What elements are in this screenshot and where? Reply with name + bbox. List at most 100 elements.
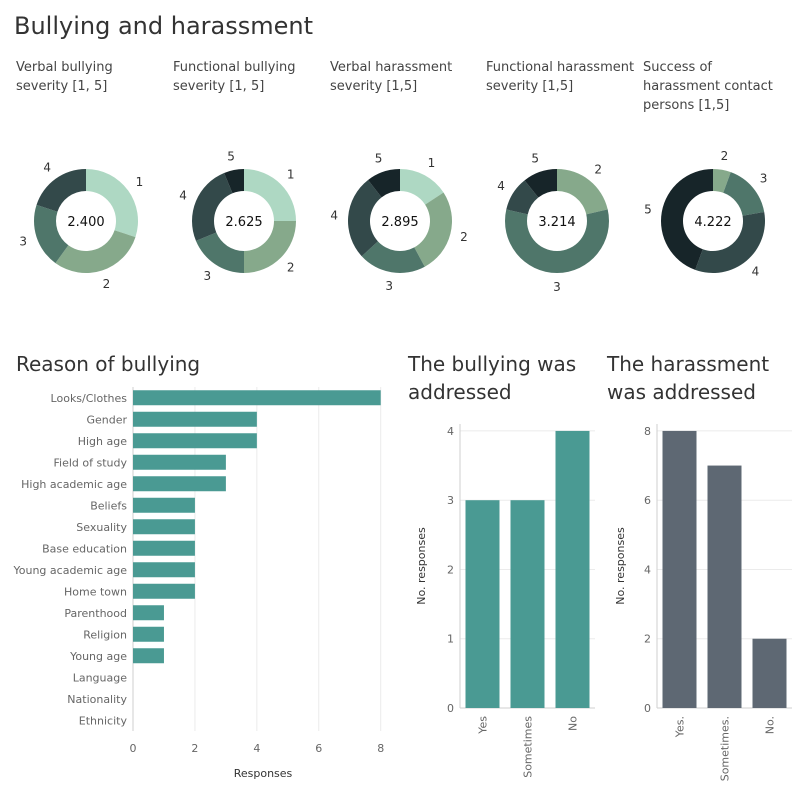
- donut-slice-3-level-3: [361, 241, 425, 273]
- donut-title-contact-persons: Success of harassment contact persons [1…: [643, 60, 773, 113]
- donut-slice-label: 5: [531, 152, 539, 166]
- donut-slice-label: 3: [760, 172, 768, 186]
- donut-slice-1-level-4: [36, 169, 86, 212]
- y-tick-label: 4: [644, 563, 651, 576]
- donut-slice-2-level-1: [244, 169, 296, 221]
- category-label: Field of study: [54, 456, 128, 469]
- donut-slice-label: 1: [136, 175, 144, 189]
- category-label: High academic age: [21, 478, 127, 491]
- donut-slice-label: 4: [179, 189, 187, 203]
- y-tick-label: 2: [644, 633, 651, 646]
- bar-beliefs: [133, 497, 195, 513]
- donut-slice-3-level-2: [414, 192, 453, 267]
- category-label: Young academic age: [13, 564, 128, 577]
- donut-slice-label: 1: [428, 156, 436, 170]
- donut-slice-5-level-3: [723, 172, 765, 216]
- category-label: Yes: [477, 716, 490, 735]
- donut-slice-label: 3: [19, 234, 27, 248]
- donut-slice-label: 1: [287, 167, 295, 181]
- category-label: Gender: [86, 413, 127, 426]
- bar-young-academic-age: [133, 562, 195, 578]
- x-tick-label: 2: [191, 742, 198, 755]
- category-label: Sexuality: [76, 521, 127, 534]
- x-axis-title: Responses: [234, 767, 293, 780]
- bullying-bar-no: [555, 430, 590, 708]
- harassment-bar-no: [752, 638, 787, 708]
- bar-base-education: [133, 540, 195, 556]
- reason-chart-title: Reason of bullying: [16, 352, 201, 376]
- harassment-bar-sometimes: [707, 465, 742, 708]
- bar-gender: [133, 411, 257, 427]
- donut-slice-label: 3: [385, 279, 393, 293]
- category-label: Language: [73, 671, 128, 684]
- harassment-bar-yes: [662, 430, 697, 708]
- x-tick-label: 0: [130, 742, 137, 755]
- donut-slice-label: 3: [553, 280, 561, 294]
- donut-slice-label: 5: [375, 152, 383, 166]
- donut-title-verbal-harassment: Verbal harassment severity [1,5]: [330, 60, 453, 94]
- donut-slice-2-level-2: [244, 221, 296, 273]
- x-tick-label: 8: [377, 742, 384, 755]
- y-tick-label: 1: [447, 633, 454, 646]
- bullying-bar-yes: [465, 500, 500, 708]
- bullying-bar-sometimes: [510, 500, 545, 708]
- donut-slice-2-level-4: [192, 172, 233, 241]
- y-tick-label: 0: [644, 702, 651, 715]
- donut-slice-label: 5: [644, 203, 652, 217]
- category-label: Religion: [83, 628, 127, 641]
- donut-slice-2-level-5: [224, 169, 244, 194]
- y-tick-label: 4: [447, 425, 454, 438]
- donut-slice-3-level-4: [347, 179, 382, 257]
- bar-religion: [133, 626, 164, 642]
- donut-slice-label: 4: [43, 161, 51, 175]
- category-label: Yes.: [674, 716, 687, 738]
- donut-slice-3-level-5: [368, 169, 400, 198]
- donut-title-functional-harassment: Functional harassment severity [1,5]: [486, 60, 635, 94]
- donut-slice-label: 2: [287, 261, 295, 275]
- donut-center-value: 3.214: [538, 215, 575, 230]
- bar-home-town: [133, 583, 195, 599]
- y-tick-label: 2: [447, 563, 454, 576]
- donut-title-verbal-bullying: Verbal bullying severity [1, 5]: [16, 60, 113, 94]
- donut-center-value: 4.222: [694, 215, 731, 230]
- donut-slice-5-level-4: [695, 211, 766, 273]
- donut-center-value: 2.625: [225, 215, 262, 230]
- donut-slice-label: 4: [330, 209, 338, 223]
- donut-center-value: 2.895: [381, 215, 418, 230]
- category-label: High age: [78, 435, 128, 448]
- category-label: Beliefs: [90, 499, 127, 512]
- donut-title-functional-bullying: Functional bullying severity [1, 5]: [173, 60, 296, 94]
- bar-sexuality: [133, 519, 195, 535]
- bar-high-academic-age: [133, 476, 226, 492]
- donut-slice-4-level-5: [524, 169, 557, 198]
- harassment-addressed-title: The harassment was addressed: [607, 352, 770, 404]
- category-label: Base education: [42, 542, 127, 555]
- y-tick-label: 3: [447, 494, 454, 507]
- donut-slice-label: 2: [103, 277, 111, 291]
- donut-slice-1-level-1: [86, 169, 138, 238]
- donut-slice-label: 2: [460, 230, 468, 244]
- donut-slice-1-level-3: [34, 204, 69, 264]
- bullying-addressed-title: The bullying was addressed: [408, 352, 577, 404]
- category-label: Home town: [64, 585, 127, 598]
- y-tick-label: 0: [447, 702, 454, 715]
- donut-slice-label: 2: [721, 149, 729, 163]
- donut-slice-label: 5: [227, 149, 235, 163]
- donut-slice-3-level-1: [400, 169, 444, 205]
- y-tick-label: 6: [644, 494, 651, 507]
- category-label: No: [567, 716, 580, 731]
- donut-slice-5-level-5: [661, 169, 713, 270]
- donut-slice-2-level-3: [195, 232, 244, 273]
- donut-slice-5-level-2: [713, 169, 731, 193]
- donut-center-value: 2.400: [67, 215, 104, 230]
- category-label: Ethnicity: [79, 714, 128, 727]
- category-label: Nationality: [67, 693, 127, 706]
- donut-slice-label: 3: [204, 269, 212, 283]
- x-tick-label: 6: [315, 742, 322, 755]
- donut-slice-1-level-2: [55, 230, 136, 273]
- bar-parenthood: [133, 605, 164, 621]
- y-axis-title: No. responses: [415, 527, 428, 605]
- dashboard-title: Bullying and harassment: [14, 12, 314, 40]
- category-label: Young age: [69, 650, 127, 663]
